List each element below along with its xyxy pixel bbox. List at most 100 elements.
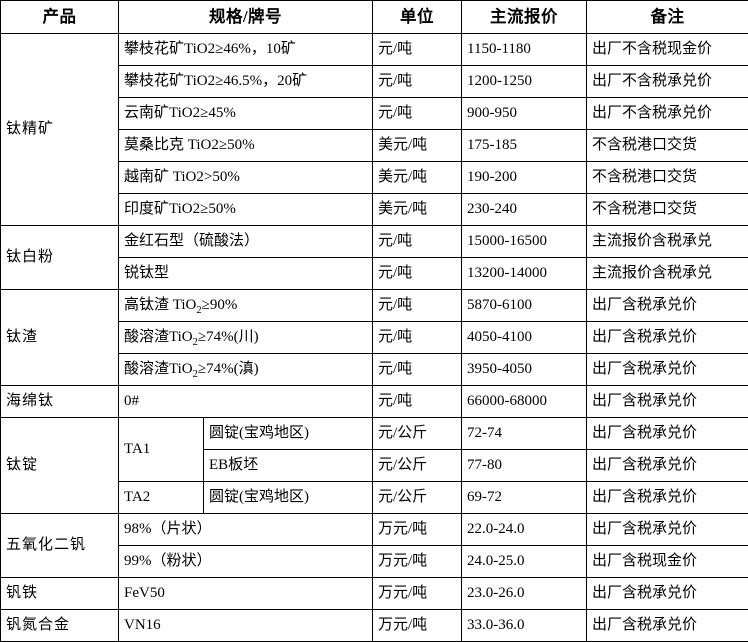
grade-cell: TA1 <box>119 418 204 482</box>
unit-cell: 元/吨 <box>373 226 462 258</box>
spec-cell: 莫桑比克 TiO2≥50% <box>119 130 373 162</box>
price-cell: 15000-16500 <box>462 226 587 258</box>
product-name-cell: 钛白粉 <box>1 226 119 290</box>
note-cell: 出厂含税承兑价 <box>587 482 748 514</box>
spec-cell: 云南矿TiO2≥45% <box>119 98 373 130</box>
unit-cell: 元/吨 <box>373 258 462 290</box>
spec-cell: 攀枝花矿TiO2≥46%，10矿 <box>119 34 373 66</box>
header-spec: 规格/牌号 <box>119 1 373 34</box>
note-cell: 出厂含税承兑价 <box>587 354 748 386</box>
header-unit: 单位 <box>373 1 462 34</box>
price-cell: 23.0-26.0 <box>462 578 587 610</box>
note-cell: 不含税港口交货 <box>587 162 748 194</box>
price-cell: 1150-1180 <box>462 34 587 66</box>
price-cell: 4050-4100 <box>462 322 587 354</box>
spec-cell: 圆锭(宝鸡地区) <box>204 482 373 514</box>
price-cell: 69-72 <box>462 482 587 514</box>
unit-cell: 美元/吨 <box>373 194 462 226</box>
unit-cell: 元/吨 <box>373 98 462 130</box>
price-cell: 22.0-24.0 <box>462 514 587 546</box>
price-cell: 3950-4050 <box>462 354 587 386</box>
price-cell: 1200-1250 <box>462 66 587 98</box>
note-cell: 主流报价含税承兑 <box>587 258 748 290</box>
spec-cell: 圆锭(宝鸡地区) <box>204 418 373 450</box>
spec-cell: 酸溶渣TiO2≥74%(滇) <box>119 354 373 386</box>
note-cell: 出厂含税承兑价 <box>587 514 748 546</box>
product-name-cell: 钛精矿 <box>1 34 119 226</box>
spec-cell: 金红石型（硫酸法） <box>119 226 373 258</box>
note-cell: 出厂含税承兑价 <box>587 386 748 418</box>
product-name-cell: 钛锭 <box>1 418 119 514</box>
spec-cell: 99%（粉状） <box>119 546 373 578</box>
unit-cell: 万元/吨 <box>373 546 462 578</box>
unit-cell: 万元/吨 <box>373 514 462 546</box>
note-cell: 出厂含税承兑价 <box>587 418 748 450</box>
unit-cell: 元/吨 <box>373 290 462 322</box>
product-name-cell: 钛渣 <box>1 290 119 386</box>
note-cell: 出厂不含税承兑价 <box>587 66 748 98</box>
header-row: 产品规格/牌号单位主流报价备注 <box>1 1 748 34</box>
price-cell: 190-200 <box>462 162 587 194</box>
unit-cell: 元/公斤 <box>373 418 462 450</box>
spec-cell: 酸溶渣TiO2≥74%(川) <box>119 322 373 354</box>
spec-cell: EB板坯 <box>204 450 373 482</box>
product-name-cell: 钒铁 <box>1 578 119 610</box>
table-header: 产品规格/牌号单位主流报价备注 <box>1 1 748 34</box>
unit-cell: 元/吨 <box>373 66 462 98</box>
price-cell: 33.0-36.0 <box>462 610 587 642</box>
note-cell: 出厂不含税承兑价 <box>587 98 748 130</box>
spec-cell: 高钛渣 TiO2≥90% <box>119 290 373 322</box>
grade-cell: TA2 <box>119 482 204 514</box>
price-cell: 175-185 <box>462 130 587 162</box>
product-name-cell: 钒氮合金 <box>1 610 119 642</box>
header-price: 主流报价 <box>462 1 587 34</box>
note-cell: 不含税港口交货 <box>587 194 748 226</box>
note-cell: 出厂含税承兑价 <box>587 610 748 642</box>
price-cell: 66000-68000 <box>462 386 587 418</box>
unit-cell: 美元/吨 <box>373 162 462 194</box>
unit-cell: 万元/吨 <box>373 578 462 610</box>
spec-cell: VN16 <box>119 610 373 642</box>
note-cell: 出厂含税现金价 <box>587 546 748 578</box>
unit-cell: 美元/吨 <box>373 130 462 162</box>
unit-cell: 元/公斤 <box>373 450 462 482</box>
spec-cell: 攀枝花矿TiO2≥46.5%，20矿 <box>119 66 373 98</box>
spec-cell: 锐钛型 <box>119 258 373 290</box>
unit-cell: 元/吨 <box>373 386 462 418</box>
note-cell: 出厂含税承兑价 <box>587 578 748 610</box>
spec-cell: 98%（片状） <box>119 514 373 546</box>
spec-cell: 0# <box>119 386 373 418</box>
price-cell: 230-240 <box>462 194 587 226</box>
product-name-cell: 五氧化二钒 <box>1 514 119 578</box>
unit-cell: 元/吨 <box>373 354 462 386</box>
price-cell: 5870-6100 <box>462 290 587 322</box>
note-cell: 主流报价含税承兑 <box>587 226 748 258</box>
unit-cell: 元/吨 <box>373 322 462 354</box>
product-name-cell: 海绵钛 <box>1 386 119 418</box>
unit-cell: 万元/吨 <box>373 610 462 642</box>
header-product: 产品 <box>1 1 119 34</box>
note-cell: 出厂含税承兑价 <box>587 322 748 354</box>
unit-cell: 元/公斤 <box>373 482 462 514</box>
note-cell: 出厂不含税现金价 <box>587 34 748 66</box>
spec-cell: 越南矿 TiO2>50% <box>119 162 373 194</box>
price-cell: 900-950 <box>462 98 587 130</box>
price-cell: 13200-14000 <box>462 258 587 290</box>
header-note: 备注 <box>587 1 748 34</box>
price-cell: 72-74 <box>462 418 587 450</box>
note-cell: 出厂含税承兑价 <box>587 450 748 482</box>
spec-cell: 印度矿TiO2≥50% <box>119 194 373 226</box>
price-cell: 24.0-25.0 <box>462 546 587 578</box>
note-cell: 不含税港口交货 <box>587 130 748 162</box>
price-cell: 77-80 <box>462 450 587 482</box>
